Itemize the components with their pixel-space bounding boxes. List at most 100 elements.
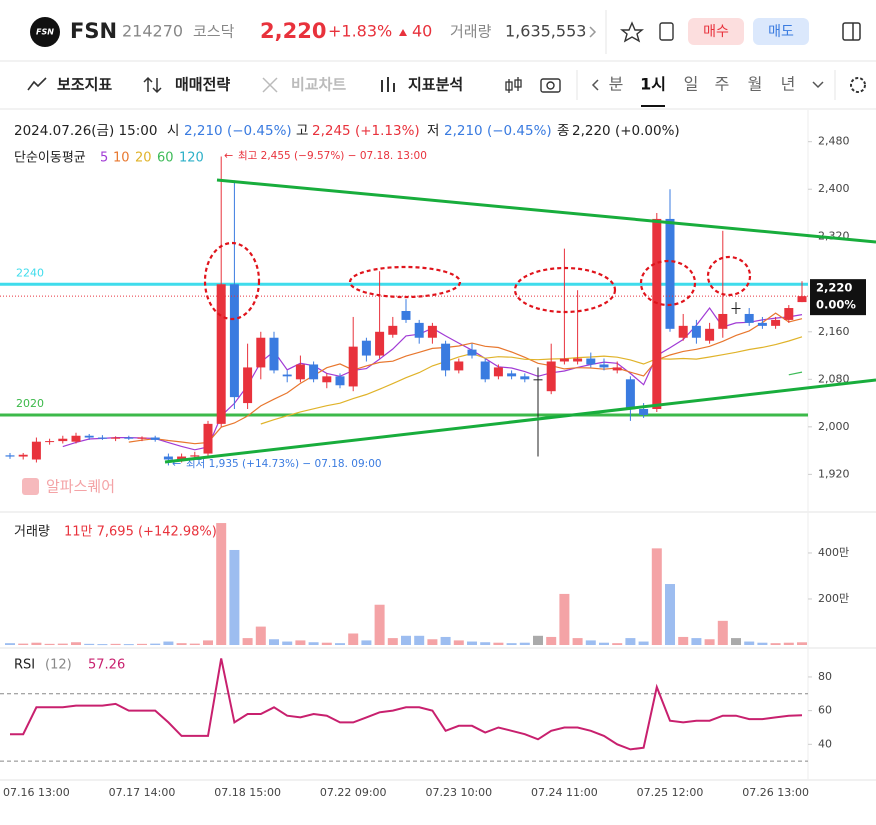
candle-body	[665, 218, 675, 329]
volume-bar	[665, 584, 675, 645]
volume-bar	[401, 635, 411, 645]
volume-bar	[255, 626, 266, 645]
volume-bar	[71, 642, 81, 645]
candle-body	[348, 346, 358, 387]
ohlc-info: 2024.07.26(금) 15:00	[14, 123, 157, 139]
ellipse	[706, 255, 752, 297]
volume-bar	[770, 643, 781, 645]
tool[interactable]: 보조지표	[57, 76, 112, 94]
candle-body	[18, 454, 28, 457]
sell-text[interactable]: 매도	[768, 24, 794, 40]
watermark: 알파스퀘어	[46, 478, 115, 496]
candle-body	[71, 435, 81, 442]
period[interactable]: 월	[748, 75, 763, 94]
x-tick-label: 07.25 12:00	[637, 786, 704, 799]
period-dropdown[interactable]	[812, 81, 824, 89]
x-tick-label: 07.26 13:00	[742, 786, 809, 799]
tool[interactable]: 지표분석	[408, 76, 463, 94]
volume-bar	[387, 638, 398, 645]
candle-body	[652, 218, 662, 410]
y-tick-label: 2,400	[818, 182, 850, 195]
volume-label: 거래량	[14, 525, 50, 540]
candle-body	[546, 361, 556, 392]
candle-body	[718, 313, 728, 329]
candle-body	[744, 313, 754, 323]
candle-body	[335, 376, 345, 386]
last-pct: 0.00%	[816, 298, 856, 312]
more[interactable]	[589, 26, 597, 38]
candle-body	[757, 322, 767, 326]
ma-period: 60	[157, 151, 174, 166]
x-tick-label: 07.23 10:00	[425, 786, 492, 799]
ellipse	[203, 241, 261, 321]
volume-bar	[308, 642, 319, 645]
candle-body	[784, 308, 794, 320]
settings[interactable]	[850, 77, 866, 93]
volume-bar	[493, 642, 504, 645]
candle-icon[interactable]	[505, 77, 522, 93]
ohlc-info: 저	[427, 123, 439, 139]
ohlc-info: 고	[296, 123, 308, 139]
last-price: 2,220	[816, 281, 852, 295]
candle-body	[731, 308, 741, 310]
highlight-ellipses	[203, 241, 752, 321]
volume-bar	[453, 640, 464, 645]
candle-body	[84, 435, 94, 438]
memo[interactable]	[659, 22, 674, 41]
layout-icon[interactable]	[842, 22, 861, 41]
candle-body	[691, 325, 701, 338]
candle-body	[507, 373, 517, 377]
x-tick-label: 07.18 15:00	[214, 786, 281, 799]
volume-last: 11만 7,695 (+142.98%)	[64, 525, 217, 540]
ohlc-info: 종	[557, 123, 569, 139]
candle-body	[361, 340, 371, 356]
candle-body	[559, 358, 569, 362]
period[interactable]: 주	[715, 75, 730, 94]
ellipse	[639, 259, 697, 307]
ma-period: 5	[100, 151, 108, 166]
moving-average	[788, 371, 803, 376]
volume-bar	[335, 643, 345, 645]
candle-body	[295, 364, 305, 380]
camera-lens	[546, 81, 555, 90]
volume-bar	[150, 643, 161, 645]
logo	[30, 17, 60, 47]
candle-body	[480, 361, 490, 380]
y-tick-label: 2,080	[818, 372, 850, 385]
candle-body	[124, 437, 134, 439]
volume-bar	[57, 643, 68, 645]
period[interactable]: 분	[609, 75, 624, 94]
candle-body	[256, 337, 266, 368]
period[interactable]: 년	[781, 75, 796, 94]
tool[interactable]: 비교차트	[291, 76, 346, 94]
candle-body	[678, 325, 688, 338]
candle-body	[797, 296, 807, 303]
change: 40	[412, 22, 432, 41]
y-tick-label: 2,160	[818, 325, 850, 338]
buy-text[interactable]: 매수	[703, 24, 729, 40]
candle-body	[375, 331, 385, 356]
buy-button[interactable]	[688, 18, 744, 45]
period[interactable]: 일	[684, 75, 699, 94]
ma-period: 10	[113, 151, 130, 166]
favorite[interactable]	[620, 21, 644, 43]
logo-text: FSN	[36, 28, 54, 37]
trend-line	[164, 378, 876, 464]
period[interactable]: 1시	[640, 75, 666, 94]
stock-code: 214270	[122, 22, 183, 41]
up-arrow	[399, 29, 407, 36]
volume-bar	[480, 642, 491, 645]
candle-body	[322, 376, 332, 383]
volume-bar	[625, 638, 636, 645]
ohlc-info: 시	[167, 123, 179, 139]
prev[interactable]	[591, 79, 599, 91]
ellipse	[513, 266, 617, 314]
candle-body	[177, 456, 187, 460]
sell-button[interactable]	[753, 18, 809, 45]
candle-body	[31, 441, 41, 460]
candle-body	[229, 284, 239, 398]
market: 코스닥	[193, 23, 235, 41]
camera-icon[interactable]	[540, 78, 561, 93]
tool[interactable]: 매매전략	[175, 76, 230, 94]
